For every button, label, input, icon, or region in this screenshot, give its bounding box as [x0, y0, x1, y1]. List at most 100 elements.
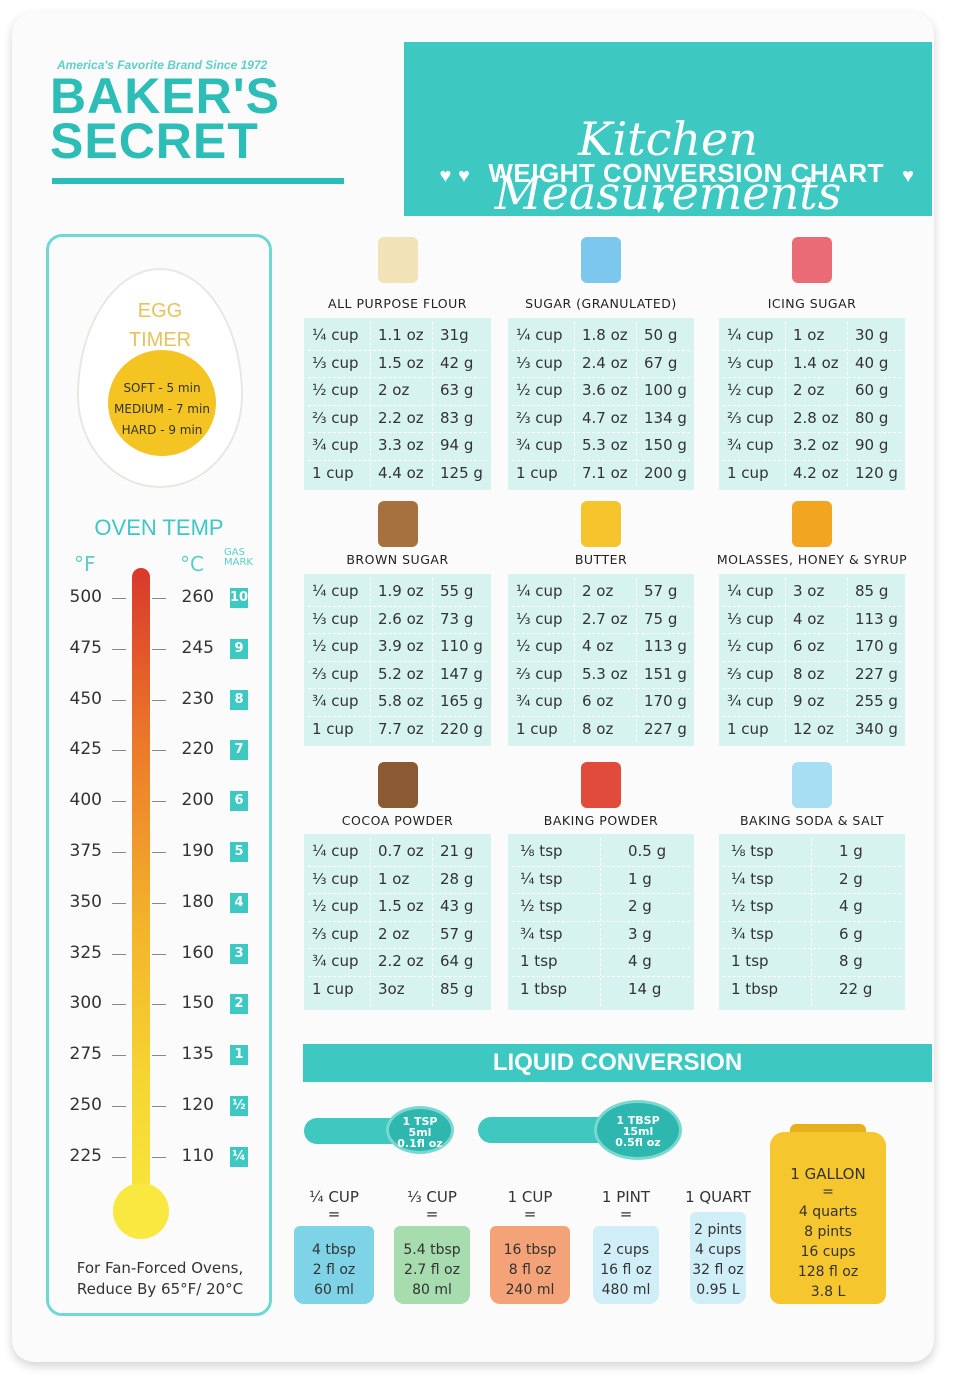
table-cell: 125 g — [440, 463, 483, 482]
row-divider — [512, 660, 690, 662]
cup-equivalents: 4 tbsp 2 fl oz 60 ml — [282, 1240, 386, 1300]
tick-mark — [152, 699, 166, 701]
honey-jar-icon — [792, 501, 832, 547]
equivalent-line: 3.8 L — [810, 1284, 846, 1300]
table-cell: 170 g — [644, 692, 687, 710]
table-cell: 170 g — [855, 637, 898, 655]
table-row: ⅓ cup 2.7 oz 75 g — [508, 606, 694, 634]
table-cell: 85 g — [440, 979, 474, 998]
temp-celsius: 150 — [181, 993, 214, 1014]
tick-mark — [112, 852, 126, 853]
table-cell: ¼ cup — [516, 326, 563, 344]
gas-mark-badge: 10 — [230, 588, 248, 608]
equivalent-line: 4 cups — [694, 1242, 742, 1258]
row-divider — [723, 715, 901, 717]
table-row: ⅓ cup 2.6 oz 73 g — [304, 606, 491, 634]
row-divider — [308, 865, 487, 867]
table-cell: 83 g — [440, 408, 474, 427]
equals-sign: = — [523, 1205, 537, 1223]
table-cell: 2 oz — [582, 582, 614, 600]
tsp-line1: 1 TSP — [402, 1115, 438, 1128]
row-divider — [512, 975, 690, 977]
table-cell: 50 g — [644, 326, 678, 344]
equivalent-line: 16 cups — [800, 1244, 856, 1260]
temp-celsius: 200 — [181, 790, 214, 811]
table-cell: ¼ cup — [516, 582, 563, 600]
table-row: ½ cup 2 oz 63 g — [304, 377, 491, 405]
table-cell: ¾ cup — [727, 436, 774, 454]
column-divider — [432, 578, 433, 742]
temp-celsius: 230 — [181, 688, 214, 709]
gas-mark-badge: 3 — [230, 943, 248, 964]
row-divider — [723, 948, 901, 949]
temp-celsius: 120 — [181, 1095, 214, 1115]
measuring-cup-icon — [394, 1226, 470, 1304]
temp-celsius: 260 — [181, 587, 214, 607]
table-row: 1 cup 4.2 oz 120 g — [719, 460, 905, 488]
table-row: ½ tsp 4 g — [719, 893, 905, 921]
table-row: ½ cup 3.6 oz 100 g — [508, 377, 694, 405]
table-row: ⅔ cup 2 oz 57 g — [304, 921, 491, 949]
column-divider — [574, 578, 575, 742]
temp-fahrenheit: 300 — [69, 993, 102, 1014]
table-cell: 1 cup — [727, 719, 769, 738]
table-cell: 31g — [440, 326, 469, 344]
gallon-equivalents: 4 quarts 8 pints 16 cups 128 fl oz 3.8 L — [770, 1202, 886, 1302]
row-divider — [723, 459, 901, 461]
column-divider — [785, 578, 786, 742]
table-cell: 100 g — [644, 381, 687, 399]
table-cell: ⅓ cup — [312, 353, 359, 372]
table-cell: 4.2 oz — [793, 463, 839, 482]
row-divider — [723, 975, 901, 977]
oven-panel — [46, 234, 272, 1316]
table-cell: 9 oz — [793, 692, 825, 710]
row-divider — [308, 349, 487, 351]
table-row: ¾ cup 6 oz 170 g — [508, 688, 694, 716]
table-cell: 6 g — [839, 924, 863, 943]
table-cell: 5.8 oz — [378, 692, 424, 710]
table-cell: ⅛ tsp — [520, 842, 563, 860]
temp-fahrenheit: 275 — [69, 1044, 102, 1065]
temp-celsius: 245 — [181, 637, 214, 658]
table-cell: ⅔ cup — [516, 664, 563, 683]
table-cell: 165 g — [440, 692, 483, 710]
section-title: MOLASSES, HONEY & SYRUP — [716, 552, 908, 567]
row-divider — [512, 633, 690, 634]
table-cell: 6 oz — [793, 637, 825, 655]
thermometer-icon — [132, 568, 150, 1208]
oven-temp-row: 250 120 ½ — [58, 1095, 258, 1119]
unit-gas-mark: GAS MARK — [224, 547, 253, 568]
equals-sign: = — [619, 1205, 633, 1223]
gas-mark-badge: 2 — [230, 994, 248, 1015]
table-cell: 8 g — [839, 952, 863, 970]
table-cell: ¾ tsp — [731, 924, 774, 943]
measuring-cup-icon — [593, 1226, 659, 1304]
row-divider — [723, 404, 901, 406]
column-divider — [847, 578, 848, 742]
column-divider — [636, 578, 637, 742]
row-divider — [308, 377, 487, 378]
equivalent-line: 8 pints — [804, 1224, 852, 1240]
fan-forced-note: For Fan-Forced Ovens, Reduce By 65°F/ 20… — [50, 1258, 270, 1300]
section-title: ALL PURPOSE FLOUR — [328, 296, 467, 311]
gas-mark-badge: 1 — [230, 1045, 248, 1066]
table-cell: 1 g — [628, 869, 652, 888]
table-cell: 64 g — [440, 952, 474, 970]
table-cell: 2 g — [839, 869, 863, 888]
equivalent-line: 2 fl oz — [312, 1262, 356, 1278]
table-cell: ¾ cup — [312, 436, 359, 454]
table-cell: ½ cup — [312, 637, 359, 655]
table-cell: 3.2 oz — [793, 436, 839, 454]
tablespoon-icon: 1 TBSP 15ml 0.5fl oz — [594, 1100, 682, 1160]
table-cell: 6 oz — [582, 692, 614, 710]
table-row: 1 cup 7.7 oz 220 g — [304, 716, 491, 744]
table-cell: 2.2 oz — [378, 408, 424, 427]
row-divider — [723, 893, 901, 894]
egg-medium: MEDIUM - 7 min — [114, 402, 210, 416]
temp-fahrenheit: 500 — [69, 587, 102, 607]
equivalent-line: 240 ml — [505, 1282, 555, 1298]
table-cell: 3.6 oz — [582, 381, 628, 399]
gallon-label: 1 GALLON — [790, 1165, 866, 1183]
header-banner: Kitchen Measurements ♥ ♥ WEIGHT CONVERSIO… — [404, 42, 932, 220]
conversion-table: ⅛ tsp 0.5 g ¼ tsp 1 g ½ tsp 2 g ¾ tsp 3 g 1 tsp 4… — [508, 834, 694, 1010]
